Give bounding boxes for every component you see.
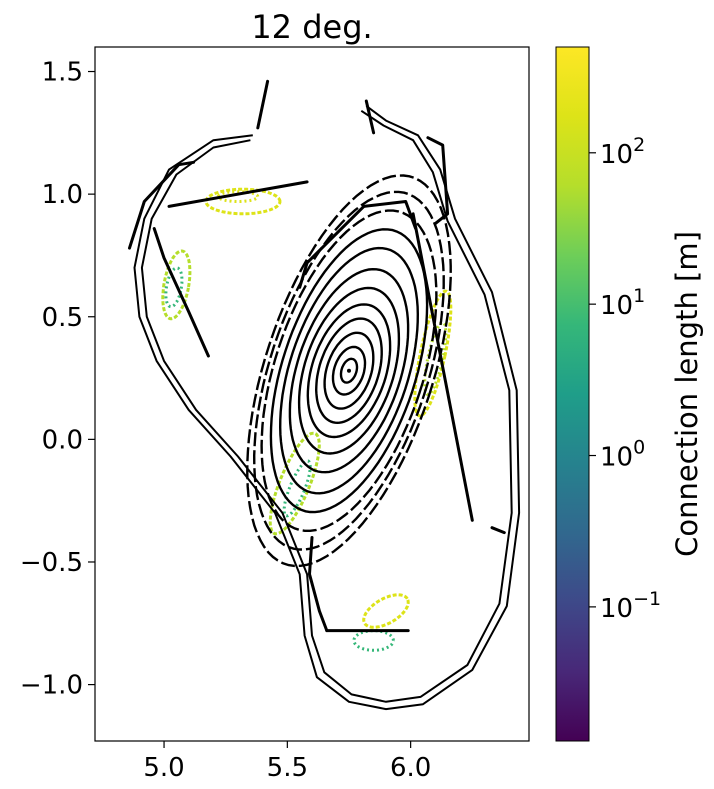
- colorbar-label: Connection length [m]: [670, 231, 704, 557]
- plot-frame: [94, 46, 530, 742]
- colorbar: 102 101 100 10−1 Connection length [m]: [555, 46, 704, 742]
- flux-surface-0: [339, 357, 359, 384]
- plot-area: [128, 79, 521, 711]
- flux-surface-3: [314, 317, 383, 425]
- x-tick-label: 6.0: [390, 753, 431, 783]
- flux-surface-5: [297, 286, 401, 455]
- chart-title: 12 deg.: [251, 8, 372, 46]
- wall-outer: [133, 105, 521, 711]
- vessel-wall: [133, 105, 521, 711]
- colorbar-tick-label: 100: [600, 437, 645, 473]
- island-7: [282, 459, 312, 518]
- y-tick-label: −0.5: [20, 548, 83, 578]
- colorbar-tick-label: 102: [600, 134, 645, 170]
- divertor-segment-2: [152, 227, 210, 358]
- y-tick-label: 0.5: [42, 303, 83, 333]
- x-tick-label: 5.5: [267, 753, 308, 783]
- x-axis: 5.0 5.5 6.0: [143, 741, 431, 783]
- divertor-segment-8: [411, 212, 474, 522]
- divertor-segment-7: [426, 136, 450, 226]
- island-0: [161, 249, 192, 321]
- flux-surface-4: [306, 303, 392, 439]
- colorbar-gradient: [555, 46, 590, 742]
- colorbar-ticks: 102 101 100 10−1: [589, 134, 661, 624]
- wall-inner: [140, 109, 513, 703]
- flux-surface-10: [252, 190, 445, 551]
- magnetic-axis: [346, 368, 351, 373]
- x-tick-label: 5.0: [143, 753, 184, 783]
- flux-surface-9: [260, 209, 438, 532]
- colorbar-tick-label: 10−1: [600, 588, 661, 624]
- flux-surface-8: [269, 228, 429, 514]
- divertor-components: [128, 79, 506, 633]
- y-tick-label: 1.5: [42, 58, 83, 88]
- flux-surface-6: [288, 267, 410, 474]
- divertor-segment-11: [308, 536, 329, 633]
- colorbar-tick-label: 101: [600, 285, 645, 321]
- flux-surface-7: [278, 246, 420, 495]
- flux-surface-2: [323, 331, 375, 410]
- divertor-segment-6: [362, 200, 418, 230]
- flux-surfaces: [246, 174, 452, 568]
- divertor-segment-9: [490, 526, 506, 535]
- flux-surface-1: [331, 345, 367, 396]
- island-6: [268, 431, 321, 536]
- island-9: [352, 629, 395, 652]
- y-axis: 1.5 1.0 0.5 0.0 −0.5 −1.0: [20, 58, 95, 701]
- island-8: [362, 593, 410, 629]
- divertor-segment-0: [128, 160, 196, 250]
- divertor-segment-5: [298, 204, 366, 289]
- y-tick-label: −1.0: [20, 671, 83, 701]
- y-tick-label: 1.0: [42, 180, 83, 210]
- y-tick-label: 0.0: [42, 425, 83, 455]
- divertor-segment-3: [256, 79, 270, 130]
- island-1: [164, 266, 184, 309]
- divertor-segment-1: [167, 180, 309, 208]
- divertor-segment-4: [364, 99, 376, 135]
